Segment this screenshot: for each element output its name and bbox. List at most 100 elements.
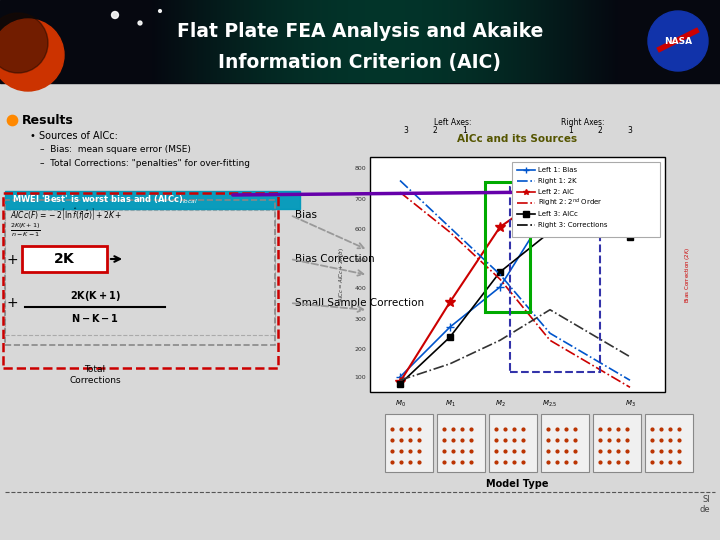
- Point: [499, 458, 510, 467]
- Point: [673, 424, 685, 433]
- Text: Right 2: 2$^{nd}$ Order: Right 2: 2$^{nd}$ Order: [538, 197, 603, 209]
- Point: [655, 458, 667, 467]
- Text: Results: Results: [22, 113, 73, 126]
- Text: $\mathbf{2K}$: $\mathbf{2K}$: [53, 252, 76, 266]
- Point: [456, 424, 468, 433]
- Point: [560, 424, 572, 433]
- Point: [647, 458, 658, 467]
- Point: [508, 458, 520, 467]
- Bar: [645, 414, 693, 472]
- Point: [490, 447, 502, 455]
- Point: [655, 447, 667, 455]
- Point: [665, 458, 676, 467]
- Text: NASA: NASA: [664, 37, 692, 45]
- Circle shape: [648, 11, 708, 71]
- Point: [552, 424, 563, 433]
- Text: 200: 200: [354, 347, 366, 352]
- Point: [395, 447, 407, 455]
- Point: [413, 424, 425, 433]
- Bar: [370, 157, 665, 392]
- Point: [542, 447, 554, 455]
- Point: [456, 436, 468, 444]
- Point: [603, 458, 615, 467]
- Point: [456, 447, 468, 455]
- Point: [655, 424, 667, 433]
- Text: 700: 700: [354, 197, 366, 202]
- Text: de: de: [699, 505, 710, 515]
- Text: • Sources of AICc:: • Sources of AICc:: [30, 131, 118, 141]
- Text: AICc and its Sources: AICc and its Sources: [457, 134, 577, 144]
- Bar: [22, 246, 107, 272]
- Point: [594, 436, 606, 444]
- Point: [508, 436, 520, 444]
- Text: 3: 3: [627, 126, 632, 135]
- Point: [542, 458, 554, 467]
- Point: [404, 458, 415, 467]
- Bar: [541, 414, 589, 472]
- Point: [404, 424, 415, 433]
- Text: MWEI 'Best' is worst bias and (AICc)$_{local}$: MWEI 'Best' is worst bias and (AICc)$_{l…: [12, 194, 198, 206]
- Point: [465, 424, 477, 433]
- Point: [560, 436, 572, 444]
- Point: [517, 424, 528, 433]
- Bar: [437, 414, 485, 472]
- Point: [438, 447, 450, 455]
- Point: [499, 424, 510, 433]
- Text: Left 3: AICc: Left 3: AICc: [538, 211, 578, 217]
- Point: [413, 458, 425, 467]
- Point: [438, 424, 450, 433]
- Bar: [5, 210, 275, 335]
- Point: [154, 6, 166, 15]
- Point: [603, 424, 615, 433]
- Point: [655, 436, 667, 444]
- Point: [570, 458, 581, 467]
- Text: 2: 2: [433, 126, 437, 135]
- Text: 400: 400: [354, 286, 366, 291]
- Bar: [0, 83, 720, 540]
- Point: [413, 436, 425, 444]
- Point: [499, 436, 510, 444]
- Point: [438, 458, 450, 467]
- Point: [647, 447, 658, 455]
- Bar: [489, 414, 537, 472]
- Point: [109, 11, 121, 19]
- Text: 600: 600: [354, 227, 366, 232]
- Bar: [512, 162, 660, 237]
- Text: –  Bias:  mean square error (MSE): – Bias: mean square error (MSE): [40, 145, 191, 154]
- Point: [665, 447, 676, 455]
- Text: +: +: [6, 296, 18, 310]
- Text: Sl: Sl: [703, 496, 710, 504]
- Point: [386, 424, 397, 433]
- Bar: [0, 0, 720, 83]
- Text: Left 1: Bias: Left 1: Bias: [538, 167, 577, 173]
- Point: [560, 447, 572, 455]
- Text: 2: 2: [598, 126, 603, 135]
- Point: [594, 447, 606, 455]
- Text: Right 1: 2K: Right 1: 2K: [538, 178, 577, 184]
- Text: Left 2: AIC: Left 2: AIC: [538, 189, 574, 195]
- Point: [647, 436, 658, 444]
- Point: [395, 436, 407, 444]
- Point: [673, 447, 685, 455]
- Bar: [5, 191, 300, 209]
- Text: $M_{2.5}$: $M_{2.5}$: [542, 399, 558, 409]
- Point: [508, 447, 520, 455]
- Text: 1: 1: [568, 126, 573, 135]
- Point: [621, 436, 633, 444]
- Text: Right 3: Corrections: Right 3: Corrections: [538, 222, 608, 228]
- Point: [665, 424, 676, 433]
- Text: Model Type: Model Type: [486, 479, 549, 489]
- Point: [673, 436, 685, 444]
- Text: 500: 500: [354, 258, 366, 263]
- Text: 100: 100: [354, 375, 366, 380]
- Text: $\frac{2K(K+1)}{n-K-1}$: $\frac{2K(K+1)}{n-K-1}$: [10, 221, 41, 239]
- Bar: [510, 187, 600, 372]
- Text: $M_2$: $M_2$: [495, 399, 505, 409]
- Text: Flat Plate FEA Analysis and Akaike: Flat Plate FEA Analysis and Akaike: [177, 22, 543, 41]
- Point: [552, 458, 563, 467]
- Text: 3: 3: [403, 126, 408, 135]
- Point: [517, 447, 528, 455]
- Point: [456, 458, 468, 467]
- Point: [6, 116, 18, 124]
- Text: $\mathbf{2K(K+1)}$: $\mathbf{2K(K+1)}$: [70, 289, 120, 303]
